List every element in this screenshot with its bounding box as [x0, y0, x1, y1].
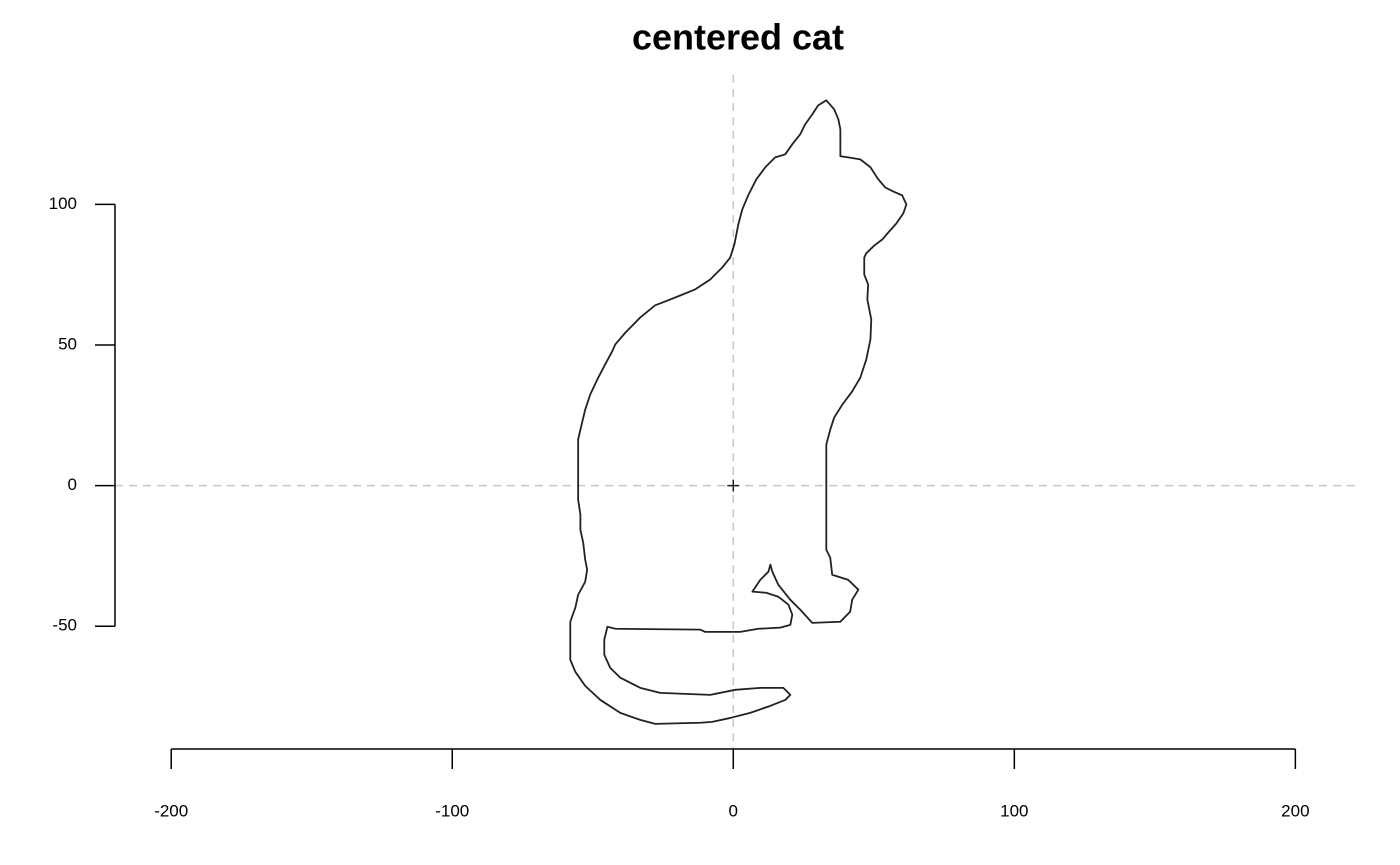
y-tick-label: 0	[68, 475, 77, 494]
x-tick-label: -100	[435, 801, 469, 820]
x-tick-label: 0	[729, 801, 738, 820]
chart-title: centered cat	[632, 17, 844, 58]
cat-outline	[569, 99, 908, 725]
y-tick-label: -50	[52, 616, 77, 635]
center-point	[727, 479, 740, 492]
y-tick-label: 50	[58, 334, 77, 353]
y-tick-label: 100	[49, 194, 77, 213]
x-tick-label: 200	[1281, 801, 1309, 820]
x-tick-label: 100	[1000, 801, 1028, 820]
x-tick-label: -200	[154, 801, 188, 820]
